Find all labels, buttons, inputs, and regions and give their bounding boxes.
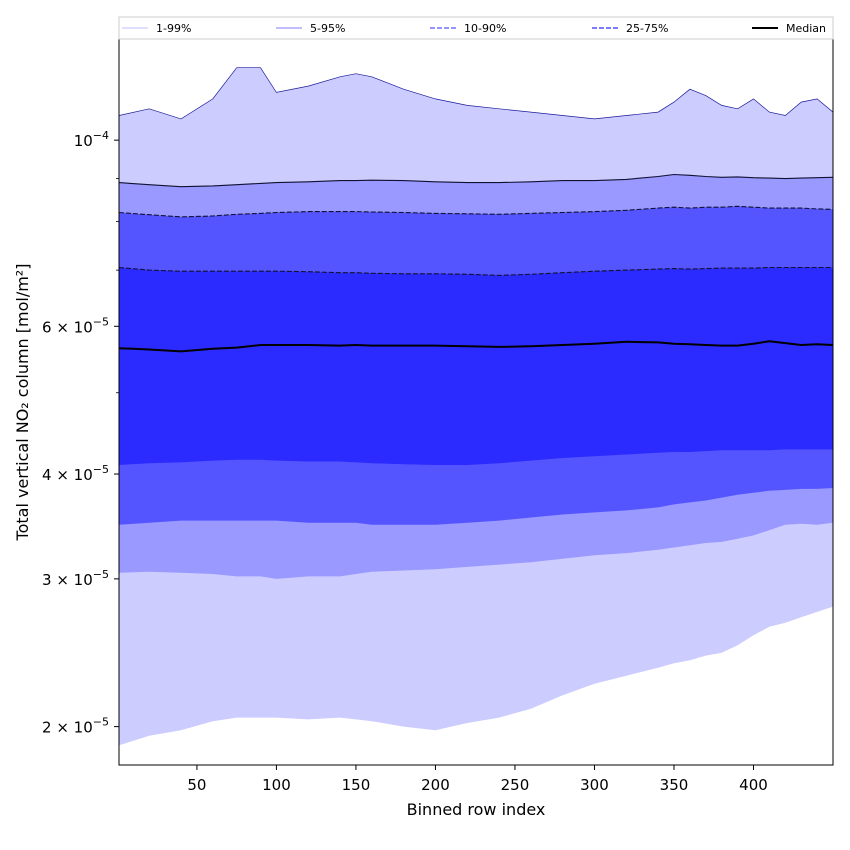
x-tick-label: 50 xyxy=(187,776,206,794)
band-edge-5-95pct xyxy=(119,173,833,188)
legend: 1-99% 5-95% 10-90% 25-75% Median xyxy=(118,16,834,40)
legend-label: 25-75% xyxy=(626,22,668,35)
y-tick-label: 10−4 xyxy=(74,129,109,150)
x-axis: 50 100 150 200 250 300 350 400 xyxy=(187,765,768,794)
median-line xyxy=(119,340,833,353)
x-axis-label: Binned row index xyxy=(407,800,546,819)
band-edge-1-99pct xyxy=(119,67,833,120)
x-tick-label: 400 xyxy=(739,776,768,794)
y-axis-label: Total vertical NO₂ column [mol/m²] xyxy=(13,264,32,542)
x-tick-label: 350 xyxy=(660,776,689,794)
legend-box xyxy=(118,16,834,40)
median-layer xyxy=(119,340,833,353)
y-tick-label: 4 × 10−5 xyxy=(42,463,109,484)
y-tick-label: 6 × 10−5 xyxy=(42,315,109,336)
y-axis: 10−4 6 × 10−5 4 × 10−5 3 × 10−5 2 × 10−5 xyxy=(42,129,119,737)
x-tick-label: 200 xyxy=(421,776,450,794)
y-tick-label: 3 × 10−5 xyxy=(42,568,109,589)
legend-label: 1-99% xyxy=(156,22,191,35)
band-25-75pct xyxy=(119,267,833,465)
x-tick-label: 250 xyxy=(501,776,530,794)
x-tick-label: 150 xyxy=(342,776,371,794)
legend-label: 5-95% xyxy=(310,22,345,35)
legend-label: Median xyxy=(786,22,826,35)
y-tick-label: 2 × 10−5 xyxy=(42,716,109,737)
band-edge-25-75pct xyxy=(119,266,833,276)
band-edge-10-90pct xyxy=(119,205,833,218)
band-layer xyxy=(119,67,833,746)
legend-label: 10-90% xyxy=(464,22,506,35)
x-tick-label: 300 xyxy=(580,776,609,794)
x-tick-label: 100 xyxy=(262,776,291,794)
